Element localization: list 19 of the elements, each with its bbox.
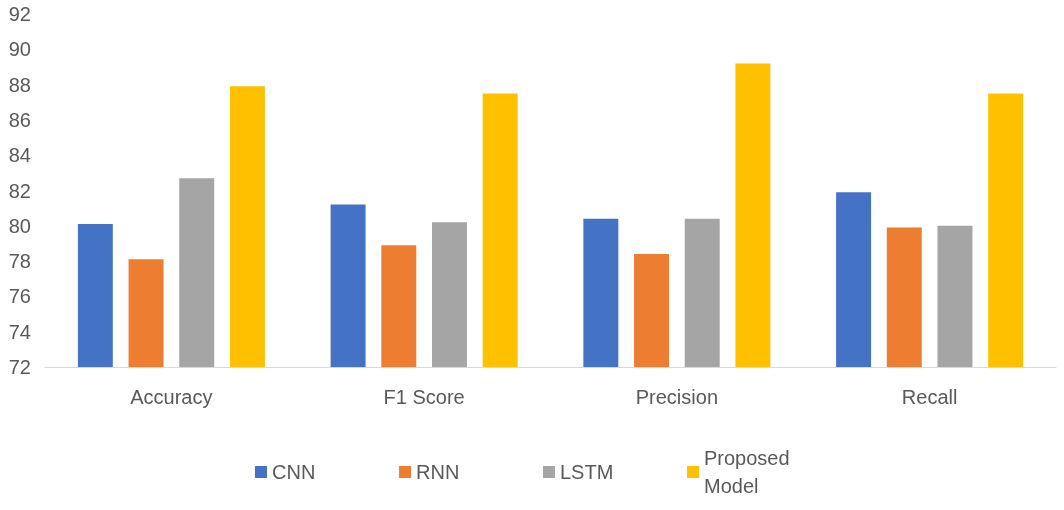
y-tick-label: 80 [8,214,31,237]
y-tick-label: 90 [8,38,31,61]
x-tick-label: F1 Score [383,386,465,408]
legend-label: RNN [416,461,460,483]
legend-label: CNN [272,461,316,483]
y-tick-label: 78 [8,250,31,273]
y-tick-label: 92 [8,3,31,25]
x-tick-label: Recall [901,386,958,408]
y-tick-label: 86 [8,108,31,131]
legend-label: Proposed Model [704,447,796,497]
y-tick-label: 88 [8,73,31,96]
y-tick-label: 74 [8,320,31,343]
x-tick-label: Accuracy [130,386,213,408]
x-tick-label: Precision [635,386,719,408]
y-tick-label: 76 [8,285,31,308]
y-tick-label: 72 [8,356,31,378]
legend-label: LSTM [560,461,614,483]
y-tick-label: 84 [8,144,31,167]
y-tick-label: 82 [8,179,31,202]
